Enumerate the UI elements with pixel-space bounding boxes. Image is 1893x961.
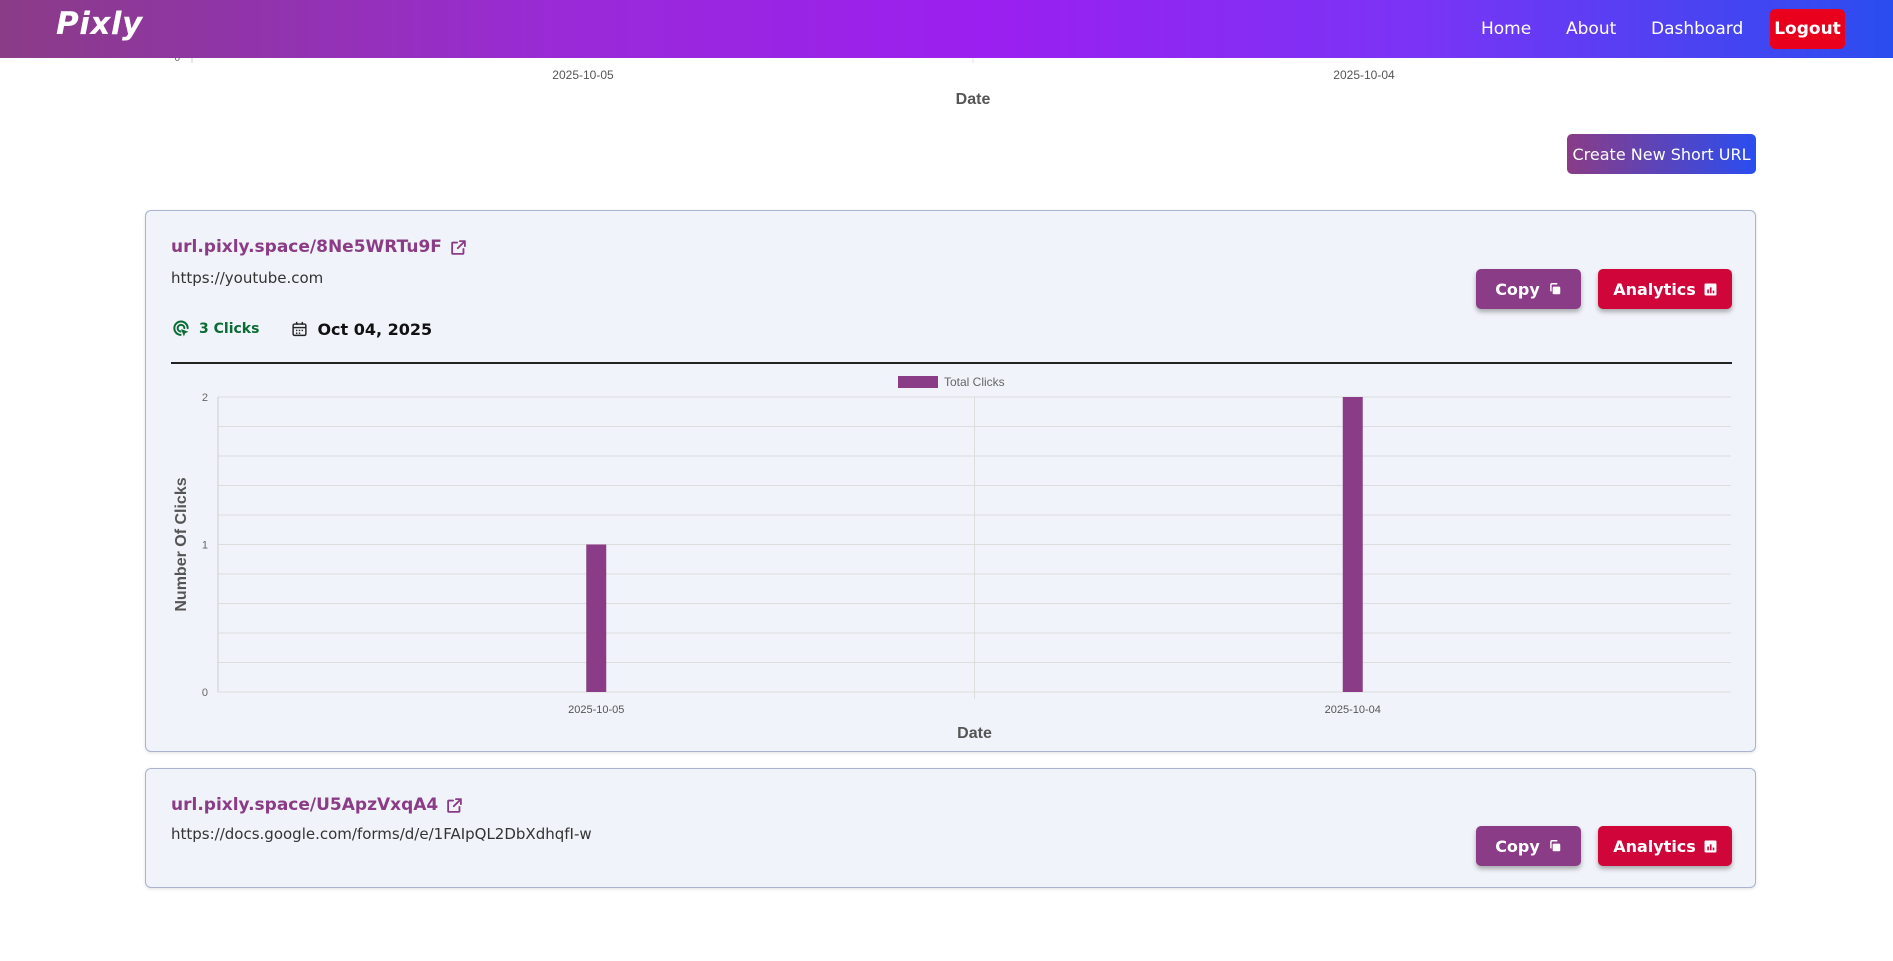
bar[interactable]: [1342, 397, 1363, 692]
original-url: https://docs.google.com/forms/d/e/1FAIpQ…: [171, 825, 592, 843]
analytics-label: Analytics: [1613, 279, 1696, 299]
url-meta: 3 Clicks Oct 04, 2025: [171, 319, 432, 339]
previous-chart-svg: 0 2025-10-05 2025-10-04 Date: [174, 53, 1395, 108]
chart-grid: [217, 396, 1731, 699]
previous-chart-y-tick: 0: [174, 58, 180, 64]
y-tick-label: 0: [202, 687, 208, 699]
clicks-bar-chart: 0 1 2 2025-10-05 2025-10-04 Total Clicks Num…: [173, 375, 1731, 742]
logout-button[interactable]: Logout: [1770, 9, 1845, 49]
bar-chart-icon: [1704, 283, 1717, 295]
bar[interactable]: [586, 544, 607, 693]
previous-chart-x-label: Date: [956, 91, 991, 108]
analytics-label: Analytics: [1613, 836, 1696, 856]
previous-chart-x-tick: 2025-10-04: [1333, 68, 1395, 82]
create-short-url-button[interactable]: Create New Short URL: [1567, 134, 1756, 174]
short-url-text[interactable]: url.pixly.space/8Ne5WRTu9F: [171, 237, 442, 257]
card-divider: [171, 362, 1732, 364]
original-url: https://youtube.com: [171, 269, 324, 287]
calendar-icon: [292, 321, 308, 337]
chart-bars: [586, 397, 1363, 692]
y-axis-label: Number Of Clicks: [173, 477, 190, 611]
url-card: url.pixly.space/U5ApzVxqA4 https://docs.…: [145, 768, 1756, 888]
date-label: Oct 04, 2025: [317, 319, 433, 339]
external-link-icon[interactable]: [450, 239, 467, 256]
x-tick-label: 2025-10-05: [568, 704, 624, 716]
previous-chart-x-tick: 2025-10-05: [552, 68, 614, 82]
bar-chart-icon: [1704, 840, 1717, 852]
navbar: Pixly Home About Dashboard Logout: [0, 0, 1893, 58]
legend-label[interactable]: Total Clicks: [944, 375, 1005, 389]
url-card: url.pixly.space/8Ne5WRTu9F https://youtu…: [145, 210, 1756, 752]
chart-ticks: 0 1 2 2025-10-05 2025-10-04: [202, 392, 1381, 716]
y-tick-label: 1: [202, 540, 208, 552]
copy-icon: [1550, 283, 1561, 295]
copy-button[interactable]: Copy: [1476, 269, 1581, 309]
nav-dashboard-link[interactable]: Dashboard: [1651, 19, 1744, 39]
copy-icon: [1550, 840, 1561, 852]
copy-label: Copy: [1495, 279, 1540, 299]
analytics-button[interactable]: Analytics: [1598, 826, 1732, 866]
clicks-label: 3 Clicks: [199, 321, 260, 337]
analytics-button[interactable]: Analytics: [1598, 269, 1732, 309]
nav-about-link[interactable]: About: [1566, 19, 1617, 39]
x-tick-label: 2025-10-04: [1325, 704, 1381, 716]
brand-logo[interactable]: Pixly: [56, 6, 143, 42]
legend-swatch[interactable]: [898, 376, 938, 388]
click-pointer-icon: [173, 320, 189, 337]
created-date: Oct 04, 2025: [291, 320, 432, 339]
short-url-link[interactable]: url.pixly.space/U5ApzVxqA4: [171, 795, 463, 815]
y-tick-label: 2: [202, 392, 208, 404]
copy-button[interactable]: Copy: [1476, 826, 1581, 866]
external-link-icon[interactable]: [446, 797, 463, 814]
x-axis-label: Date: [957, 725, 992, 742]
previous-chart-partial: 0 2025-10-05 2025-10-04 Date: [0, 53, 1893, 118]
nav-home-link[interactable]: Home: [1481, 19, 1532, 39]
copy-label: Copy: [1495, 836, 1540, 856]
clicks-count: 3 Clicks: [171, 319, 259, 339]
short-url-text[interactable]: url.pixly.space/U5ApzVxqA4: [171, 795, 439, 815]
short-url-link[interactable]: url.pixly.space/8Ne5WRTu9F: [171, 237, 467, 257]
